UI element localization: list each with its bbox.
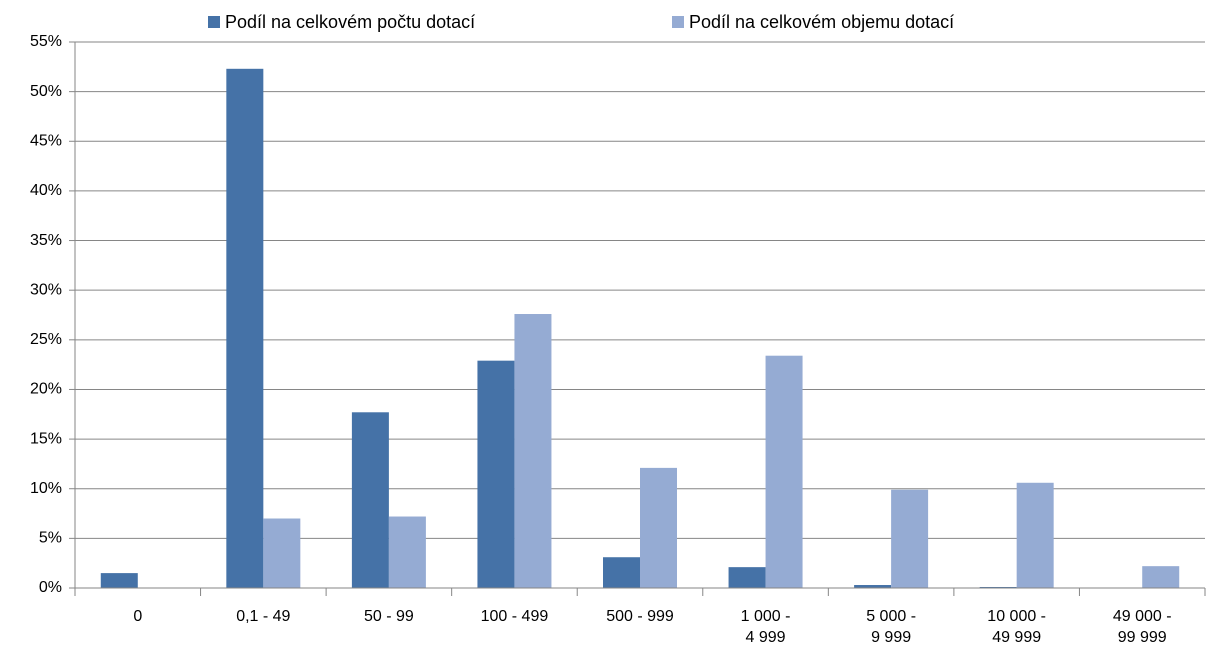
y-tick-label: 25% [30, 331, 62, 348]
bar [728, 567, 766, 588]
x-tick-label: 49 000 - 99 999 [1112, 608, 1172, 646]
bar [514, 314, 552, 588]
y-tick-label: 45% [30, 132, 62, 149]
bar [100, 573, 138, 588]
x-tick-label: 0,1 - 49 [236, 608, 291, 625]
bar [388, 516, 426, 588]
bar [1016, 482, 1054, 588]
y-tick-label: 30% [30, 281, 62, 298]
y-tick-label: 10% [30, 480, 62, 497]
y-tick-label: 50% [30, 83, 62, 100]
legend-label: Podíl na celkovém počtu dotací [225, 12, 475, 32]
y-tick-label: 35% [30, 232, 62, 249]
bar [891, 489, 929, 588]
bar [477, 360, 515, 588]
y-tick-label: 0% [39, 579, 62, 596]
bar [854, 585, 892, 588]
legend-label: Podíl na celkovém objemu dotací [689, 12, 954, 32]
x-tick-label: 10 000 - 49 999 [987, 608, 1047, 646]
legend-swatch [208, 16, 220, 28]
bar [765, 355, 803, 588]
x-tick-label: 50 - 99 [363, 608, 414, 625]
x-tick-label: 1 000 - 4 999 [740, 608, 791, 646]
x-tick-label: 5 000 - 9 999 [866, 608, 917, 646]
x-tick-label: 500 - 999 [606, 608, 674, 625]
x-tick-label: 0 [133, 608, 143, 625]
bar [1142, 566, 1180, 588]
legend-swatch [672, 16, 684, 28]
y-tick-label: 55% [30, 33, 62, 50]
bar [640, 467, 677, 588]
y-tick-label: 40% [30, 182, 62, 199]
bar [603, 557, 640, 588]
y-tick-label: 15% [30, 430, 62, 447]
y-tick-label: 5% [39, 530, 62, 547]
x-tick-label: 100 - 499 [480, 608, 549, 625]
bar [351, 412, 389, 588]
bar [263, 518, 301, 588]
bar [226, 68, 264, 588]
y-tick-label: 20% [30, 381, 62, 398]
